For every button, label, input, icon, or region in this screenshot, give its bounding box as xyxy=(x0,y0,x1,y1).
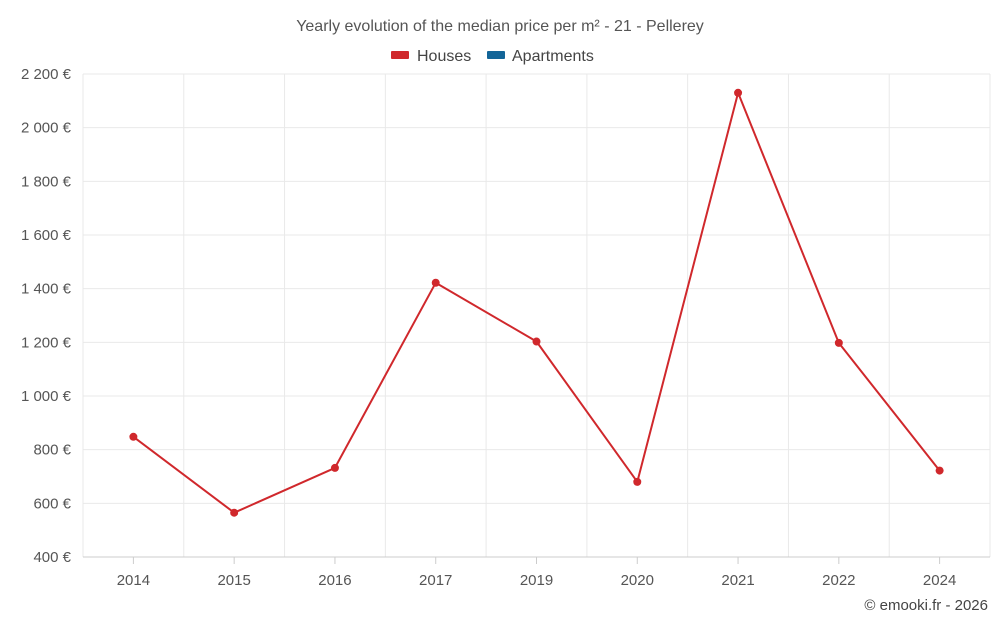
y-tick-label: 400 € xyxy=(33,549,71,566)
legend: Houses Apartments xyxy=(391,48,594,65)
data-point-houses[interactable] xyxy=(330,463,339,472)
x-tick-label: 2016 xyxy=(318,572,351,589)
chart-title: Yearly evolution of the median price per… xyxy=(296,18,704,35)
legend-swatch-apartments xyxy=(487,51,505,59)
x-tick-label: 2014 xyxy=(117,572,150,589)
y-tick-label: 1 600 € xyxy=(21,227,72,244)
data-point-houses[interactable] xyxy=(532,337,541,346)
data-point-houses[interactable] xyxy=(834,338,843,347)
x-tick-label: 2015 xyxy=(217,572,250,589)
y-gridlines xyxy=(83,73,990,504)
x-tick-label: 2021 xyxy=(721,572,754,589)
x-gridlines xyxy=(82,74,991,557)
y-tick-label: 1 800 € xyxy=(21,173,72,190)
y-tick-label: 2 000 € xyxy=(21,120,72,137)
legend-item-apartments[interactable]: Apartments xyxy=(487,48,594,65)
y-axis-labels: 2 200 € 2 000 € 1 800 € 1 600 € 1 400 € 1 200… xyxy=(21,66,72,566)
y-tick-label: 1 200 € xyxy=(21,334,72,351)
credit-text: © emooki.fr - 2026 xyxy=(864,597,988,614)
y-tick-label: 1 400 € xyxy=(21,281,72,298)
x-axis-ticks xyxy=(132,557,941,564)
x-tick-label: 2020 xyxy=(621,572,654,589)
y-tick-label: 1 000 € xyxy=(21,388,72,405)
data-point-houses[interactable] xyxy=(935,466,944,475)
data-point-houses[interactable] xyxy=(129,432,138,441)
legend-item-houses[interactable]: Houses xyxy=(391,48,471,65)
legend-swatch-houses xyxy=(391,51,409,59)
y-tick-label: 800 € xyxy=(33,442,71,459)
series-layer xyxy=(129,88,944,517)
x-tick-label: 2022 xyxy=(822,572,855,589)
data-point-houses[interactable] xyxy=(734,88,743,97)
x-tick-label: 2024 xyxy=(923,572,956,589)
x-tick-label: 2019 xyxy=(520,572,553,589)
y-tick-label: 2 200 € xyxy=(21,66,72,83)
data-point-houses[interactable] xyxy=(633,477,642,486)
legend-label-houses: Houses xyxy=(417,48,471,65)
legend-label-apartments: Apartments xyxy=(512,48,594,65)
data-point-houses[interactable] xyxy=(230,508,239,517)
data-point-houses[interactable] xyxy=(431,278,440,287)
x-tick-label: 2017 xyxy=(419,572,452,589)
x-axis-labels: 2014 2015 2016 2017 2019 2020 2021 2022 2024 xyxy=(117,572,957,589)
y-tick-label: 600 € xyxy=(33,495,71,512)
